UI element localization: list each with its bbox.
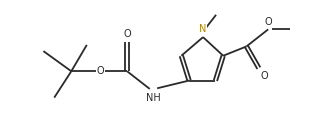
Text: O: O (264, 17, 272, 27)
Text: O: O (97, 66, 104, 76)
Text: N: N (199, 24, 207, 34)
Text: O: O (123, 29, 131, 39)
Text: NH: NH (146, 93, 161, 103)
Text: O: O (260, 71, 268, 81)
